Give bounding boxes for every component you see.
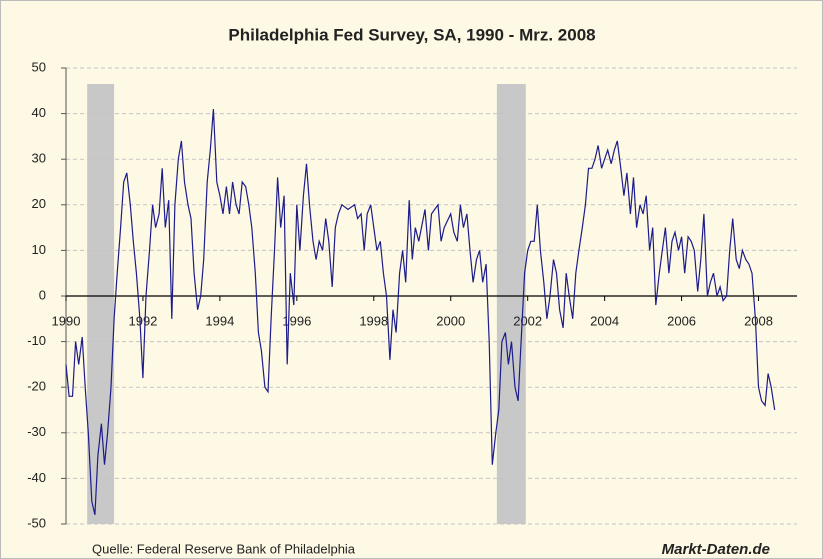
- x-tick-label: 2004: [590, 313, 619, 328]
- y-tick-label: -10: [27, 333, 46, 348]
- y-tick-label: -20: [27, 379, 46, 394]
- x-tick-label: 2000: [436, 313, 465, 328]
- recession-band: [87, 84, 115, 524]
- x-tick-label: 1990: [52, 313, 81, 328]
- y-tick-label: -50: [27, 515, 46, 530]
- y-tick-label: 50: [32, 59, 46, 74]
- brand: Markt-Daten.de: [662, 541, 770, 558]
- y-tick-label: 0: [39, 287, 46, 302]
- x-tick-label: 1992: [128, 313, 157, 328]
- y-tick-label: -30: [27, 424, 46, 439]
- y-tick-label: 40: [32, 105, 46, 120]
- x-tick-label: 1994: [205, 313, 234, 328]
- x-tick-label: 1996: [282, 313, 311, 328]
- chart-title: Philadelphia Fed Survey, SA, 1990 - Mrz.…: [228, 25, 595, 44]
- data-line: [65, 108, 776, 516]
- y-tick-label: 10: [32, 242, 46, 257]
- x-tick-label: 2006: [667, 313, 696, 328]
- recession-band: [496, 84, 526, 524]
- source-note: Quelle: Federal Reserve Bank of Philadel…: [92, 541, 356, 556]
- y-tick-label: 30: [32, 151, 46, 166]
- x-tick-label: 2008: [744, 313, 773, 328]
- x-tick-label: 1998: [359, 313, 388, 328]
- y-tick-label: 20: [32, 196, 46, 211]
- y-tick-label: -40: [27, 470, 46, 485]
- x-tick-label: 2002: [513, 313, 542, 328]
